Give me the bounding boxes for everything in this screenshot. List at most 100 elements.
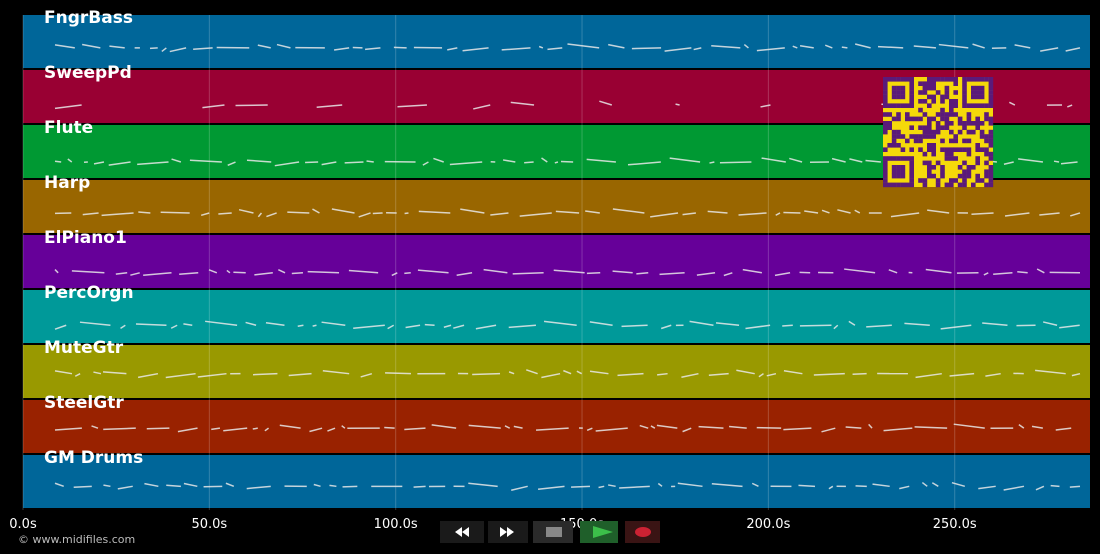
qr-cell (896, 165, 901, 170)
note (547, 47, 563, 51)
note (245, 321, 257, 326)
qr-cell (975, 143, 980, 148)
qr-cell (940, 147, 945, 152)
qr-cell (900, 182, 906, 188)
qr-cell (949, 77, 954, 82)
note (693, 47, 702, 51)
qr-cell (935, 112, 941, 117)
qr-cell (887, 77, 892, 82)
qr-cell (883, 169, 888, 174)
qr-cell (962, 81, 967, 86)
qr-cell (927, 121, 932, 126)
note (468, 482, 498, 488)
ff-icon[interactable] (500, 527, 514, 537)
qr-cell (988, 165, 994, 170)
qr-cell (922, 85, 928, 91)
qr-cell (953, 103, 958, 108)
note (723, 272, 733, 277)
qr-cell (900, 134, 906, 139)
note (669, 157, 701, 163)
qr-cell (953, 134, 958, 139)
qr-cell (953, 147, 958, 152)
qr-cell (927, 173, 932, 179)
qr-cell (922, 129, 928, 135)
note (202, 104, 225, 109)
qr-cell (975, 77, 980, 82)
note (526, 369, 538, 375)
qr-cell (887, 103, 892, 108)
track-name: SweepPd (44, 63, 132, 83)
stop-button[interactable] (533, 521, 573, 543)
qr-cell (922, 99, 928, 104)
note (218, 212, 232, 215)
qr-cell (944, 147, 950, 152)
qr-cell (896, 112, 901, 117)
rewind-button[interactable] (440, 521, 484, 543)
qr-cell (909, 160, 914, 166)
play-button[interactable] (580, 521, 618, 543)
note (1067, 104, 1073, 108)
note (200, 212, 210, 217)
qr-cell (883, 103, 888, 108)
note (681, 372, 699, 379)
note (743, 43, 749, 49)
qr-cell (988, 94, 994, 100)
play-icon[interactable] (593, 526, 613, 538)
note (560, 160, 574, 163)
qr-cell (944, 94, 950, 100)
note (837, 209, 851, 214)
note (554, 161, 559, 164)
note (619, 485, 650, 489)
qr-cell (900, 169, 906, 174)
qr-cell (931, 147, 936, 152)
note (197, 372, 227, 378)
qr-cell (940, 138, 945, 144)
qr-cell (957, 165, 963, 170)
note (103, 427, 136, 431)
qr-cell (953, 81, 958, 86)
note (404, 272, 411, 275)
qr-cell (927, 129, 932, 135)
qr-cell (931, 151, 936, 157)
note (993, 272, 1013, 275)
qr-cell (927, 143, 932, 148)
note (738, 212, 767, 216)
qr-cell (922, 151, 928, 157)
qr-cell (966, 165, 972, 170)
note (813, 372, 845, 376)
qr-cell (962, 138, 967, 144)
qr-cell (971, 129, 976, 135)
note (453, 324, 465, 329)
rewind-icon[interactable] (455, 527, 469, 537)
record-button[interactable] (625, 521, 660, 543)
note (925, 268, 952, 274)
qr-cell (909, 165, 914, 170)
qr-cell (971, 85, 976, 91)
note (1014, 44, 1031, 49)
qr-cell (962, 85, 967, 91)
note (1039, 212, 1060, 216)
qr-cell (905, 182, 910, 188)
note (636, 272, 649, 275)
qr-cell (988, 134, 994, 139)
note (675, 103, 680, 106)
note (312, 324, 317, 327)
note (541, 157, 548, 163)
qr-cell (979, 85, 985, 91)
stop-icon[interactable] (546, 527, 562, 537)
qr-cell (909, 94, 914, 100)
note (316, 104, 343, 109)
qr-cell (966, 169, 972, 174)
qr-cell (900, 165, 906, 170)
note (397, 104, 427, 108)
note (208, 269, 218, 274)
note (161, 47, 167, 53)
note (265, 322, 285, 326)
fast-forward-button[interactable] (488, 521, 528, 543)
note (1018, 424, 1025, 429)
qr-cell (988, 178, 994, 183)
record-icon[interactable] (635, 527, 651, 537)
note (226, 269, 231, 274)
note (67, 158, 73, 163)
qr-cell (979, 129, 985, 135)
